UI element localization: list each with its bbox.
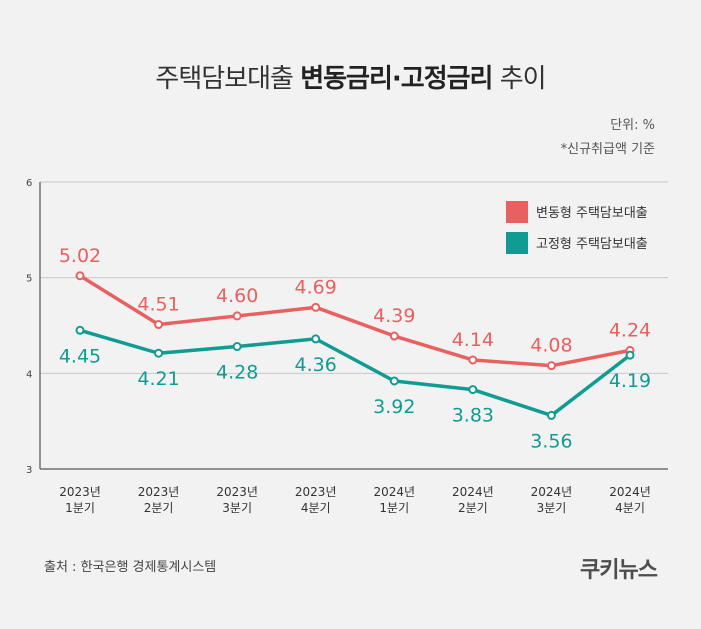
x-tick-label-year: 2024년: [373, 485, 415, 499]
data-point-fixed: [468, 385, 478, 395]
data-point-fixed: [232, 342, 242, 352]
data-point-fixed: [154, 348, 164, 358]
x-tick-label-year: 2023년: [216, 485, 258, 499]
data-label-fixed: 4.45: [59, 345, 101, 367]
data-label-fixed: 3.56: [530, 430, 572, 452]
title-bold: 변동금리·고정금리: [300, 64, 493, 94]
y-tick-label: 4: [26, 369, 32, 380]
data-label-variable: 4.14: [452, 329, 494, 351]
data-label-fixed: 3.92: [373, 396, 415, 418]
data-point-variable: [311, 302, 321, 312]
data-label-variable: 5.02: [59, 245, 101, 267]
data-point-fixed: [311, 334, 321, 344]
data-point-fixed: [75, 325, 85, 335]
publisher-logo: 쿠키뉴스: [580, 558, 658, 583]
title-prefix: 주택담보대출: [155, 64, 301, 94]
data-label-fixed: 4.28: [216, 362, 258, 384]
data-point-fixed: [625, 350, 635, 360]
legend-label-fixed: 고정형 주택담보대출: [536, 237, 648, 252]
data-label-variable: 4.69: [295, 276, 337, 298]
data-point-variable: [389, 331, 399, 341]
series-line-variable: [78, 274, 632, 368]
basis-note: *신규취급액 기준: [560, 142, 655, 157]
x-tick-label-quarter: 4분기: [615, 501, 645, 515]
data-label-variable: 4.60: [216, 285, 258, 307]
data-point-variable: [232, 311, 242, 321]
x-tick-label-quarter: 4분기: [301, 501, 331, 515]
source-note: 출처 : 한국은행 경제통계시스템: [44, 560, 217, 575]
y-tick-label: 5: [26, 274, 32, 285]
x-tick-label-year: 2024년: [609, 485, 651, 499]
unit-label: 단위: %: [610, 118, 655, 133]
legend-item-fixed: 고정형 주택담보대출: [506, 227, 648, 258]
x-tick-label-quarter: 1분기: [65, 501, 95, 515]
title-suffix: 추이: [492, 64, 547, 94]
data-label-variable: 4.39: [373, 305, 415, 327]
x-tick-label-year: 2023년: [295, 485, 337, 499]
data-label-fixed: 4.36: [295, 354, 337, 376]
x-tick-label-quarter: 3분기: [537, 501, 567, 515]
data-label-fixed: 4.19: [609, 370, 651, 392]
chart-title: 주택담보대출 변동금리·고정금리 추이: [0, 58, 701, 95]
legend-label-variable: 변동형 주택담보대출: [536, 206, 648, 221]
data-label-variable: 4.51: [137, 294, 179, 316]
data-point-variable: [154, 320, 164, 330]
data-label-variable: 4.08: [530, 335, 572, 357]
legend-swatch-fixed: [506, 231, 528, 254]
data-point-variable: [468, 355, 478, 365]
x-tick-label-quarter: 3분기: [222, 501, 252, 515]
y-tick-label: 6: [26, 178, 32, 189]
x-tick-label-quarter: 2분기: [458, 501, 488, 515]
legend-swatch-variable: [506, 200, 528, 223]
x-tick-label-year: 2023년: [138, 485, 180, 499]
x-tick-label-quarter: 1분기: [379, 501, 409, 515]
legend: 변동형 주택담보대출 고정형 주택담보대출: [506, 196, 648, 258]
data-point-variable: [75, 271, 85, 281]
data-point-variable: [546, 361, 556, 371]
x-tick-label-quarter: 2분기: [144, 501, 174, 515]
x-tick-label-year: 2023년: [59, 485, 101, 499]
x-tick-label-year: 2024년: [452, 485, 494, 499]
data-label-variable: 4.24: [609, 319, 651, 341]
legend-item-variable: 변동형 주택담보대출: [506, 196, 648, 227]
y-tick-label: 3: [26, 465, 32, 476]
data-label-fixed: 3.83: [452, 405, 494, 427]
data-label-fixed: 4.21: [137, 368, 179, 390]
series-line-fixed: [78, 328, 632, 418]
data-point-fixed: [546, 410, 556, 420]
data-point-fixed: [389, 376, 399, 386]
x-tick-label-year: 2024년: [531, 485, 573, 499]
